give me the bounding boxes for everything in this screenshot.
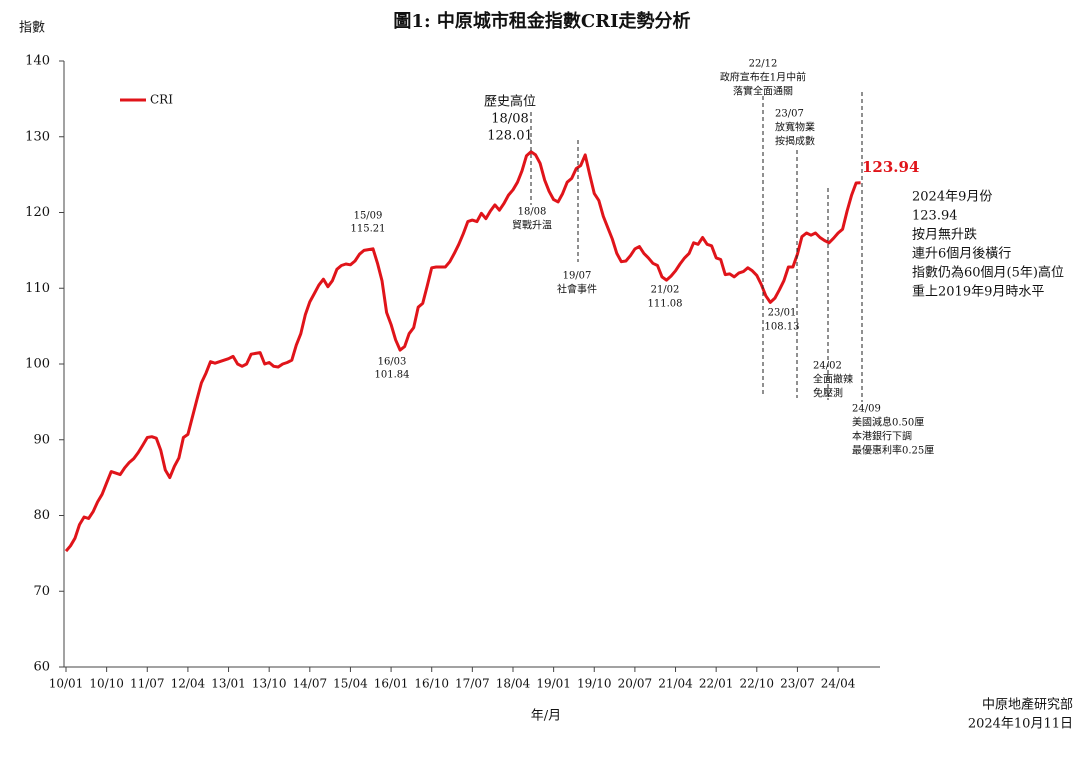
- annotation: 最優惠利率0.25厘: [852, 444, 934, 457]
- source-text: 中原地產研究部: [982, 697, 1073, 713]
- annotation: 全面撤辣: [813, 373, 853, 386]
- y-tick-label: 120: [25, 205, 50, 220]
- summary-text: 指數仍為60個月(5年)高位: [912, 265, 1064, 281]
- x-tick-label: 15/04: [333, 677, 368, 691]
- x-tick-label: 24/04: [821, 677, 856, 691]
- chart-title: 圖1: 中原城市租金指數CRI走勢分析: [393, 10, 690, 32]
- y-tick-label: 90: [33, 432, 50, 447]
- x-tick-label: 16/01: [374, 677, 409, 691]
- annotation: 21/02: [651, 285, 680, 296]
- summary-text: 重上2019年9月時水平: [912, 284, 1044, 300]
- last-value-label: 123.94: [862, 158, 919, 176]
- x-tick-label: 23/07: [780, 677, 815, 691]
- legend-label: CRI: [150, 93, 173, 107]
- x-tick-label: 13/01: [211, 677, 246, 691]
- y-tick-label: 130: [25, 129, 50, 144]
- annotation: 18/08: [518, 207, 547, 218]
- annotation: 128.01: [487, 129, 533, 144]
- annotation: 15/09: [354, 211, 383, 222]
- annotation: 24/02: [813, 361, 842, 372]
- annotation: 落實全面通關: [733, 85, 793, 98]
- annotation: 22/12: [749, 59, 778, 70]
- annotation: 歷史高位: [484, 94, 536, 110]
- annotation: 本港銀行下調: [852, 430, 912, 443]
- x-tick-label: 19/10: [577, 677, 612, 691]
- x-tick-label: 20/07: [618, 677, 653, 691]
- annotation: 101.84: [375, 370, 410, 381]
- y-tick-label: 80: [33, 508, 50, 523]
- annotation: 美國減息0.50厘: [852, 416, 924, 429]
- annotation: 社會事件: [557, 283, 597, 296]
- annotation: 24/09: [852, 404, 881, 415]
- summary-text: 連升6個月後橫行: [912, 247, 1011, 262]
- annotation: 貿戰升溫: [512, 220, 552, 232]
- series-line: [64, 150, 861, 553]
- annotation: 放寬物業: [775, 121, 815, 134]
- annotation: 政府宣布在1月中前: [720, 71, 806, 84]
- x-tick-label: 22/10: [739, 677, 774, 691]
- source-text: 2024年10月11日: [968, 717, 1073, 732]
- x-tick-label: 11/07: [130, 677, 165, 691]
- annotation: 按揭成數: [775, 135, 815, 148]
- x-tick-label: 10/01: [49, 677, 84, 691]
- x-tick-label: 10/10: [89, 677, 124, 691]
- y-tick-label: 100: [25, 357, 50, 372]
- annotation: 19/07: [563, 271, 592, 282]
- annotation: 111.08: [648, 299, 683, 310]
- x-axis-label: 年/月: [531, 709, 561, 724]
- x-tick-label: 12/04: [171, 677, 206, 691]
- x-tick-label: 21/04: [658, 677, 693, 691]
- y-tick-label: 140: [25, 54, 50, 69]
- annotation: 115.21: [351, 224, 386, 235]
- x-tick-label: 14/07: [293, 677, 328, 691]
- x-tick-label: 18/04: [496, 677, 531, 691]
- x-tick-label: 17/07: [455, 677, 490, 691]
- annotation: 18/08: [491, 112, 528, 127]
- annotation: 23/07: [775, 109, 804, 120]
- x-tick-label: 16/10: [414, 677, 449, 691]
- summary-text: 123.94: [912, 209, 958, 224]
- x-tick-label: 13/10: [252, 677, 287, 691]
- annotation: 免壓測: [813, 387, 843, 400]
- x-tick-label: 22/01: [699, 677, 734, 691]
- y-axis-label: 指數: [19, 21, 45, 36]
- x-tick-label: 19/01: [536, 677, 571, 691]
- annotation: 23/01: [768, 308, 797, 319]
- annotation: 108.13: [765, 322, 800, 333]
- y-tick-label: 110: [25, 281, 50, 296]
- summary-text: 按月無升跌: [912, 227, 977, 243]
- y-tick-label: 70: [33, 584, 50, 599]
- summary-text: 2024年9月份: [912, 190, 992, 205]
- annotation: 16/03: [378, 357, 407, 368]
- y-tick-label: 60: [33, 660, 50, 675]
